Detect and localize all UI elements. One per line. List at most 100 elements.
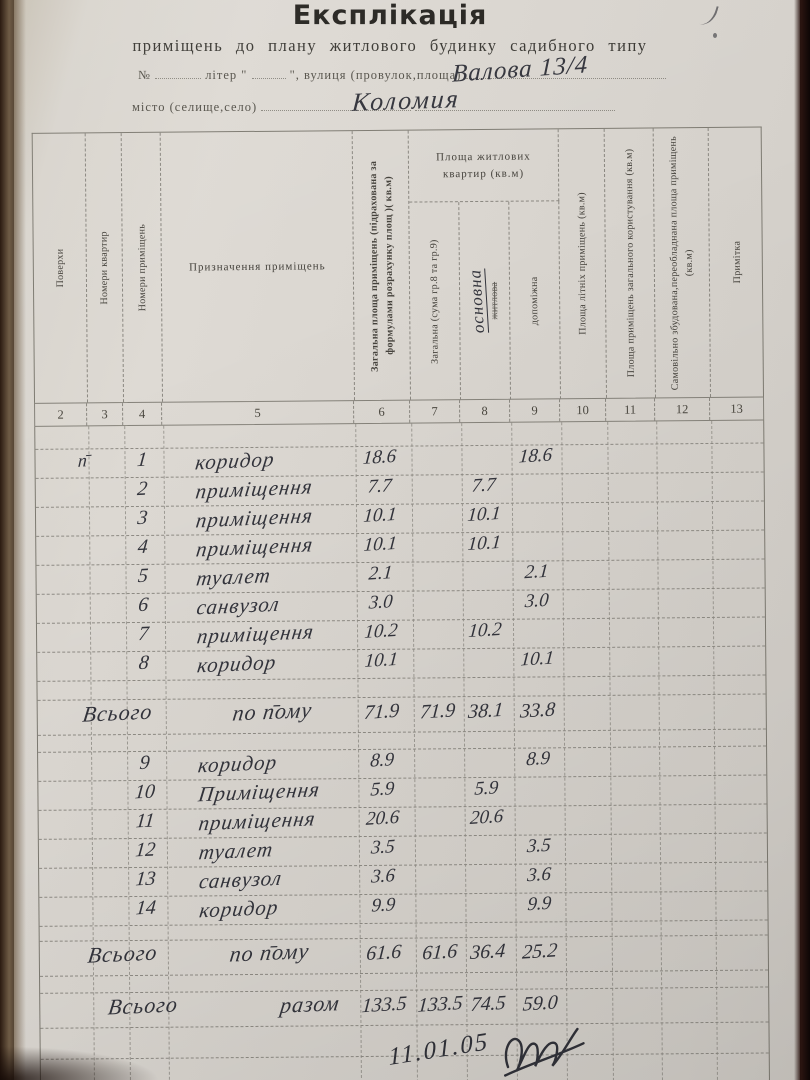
total-label-scope: по п̄ому	[228, 938, 311, 967]
auxiliary-area-value: 3.5	[526, 834, 552, 858]
page-subtitle: приміщень до плану житлового будинку сад…	[132, 36, 648, 55]
header-cell-common-area: Площа приміщень загального користування …	[604, 128, 656, 398]
auxiliary-area-value: 25.2	[521, 938, 559, 964]
auxiliary-area-value: 9.9	[526, 892, 553, 916]
living-area-value: 20.6	[469, 805, 505, 830]
auxiliary-area-value: 3.0	[524, 589, 550, 613]
page-title: Експлікація	[292, 0, 488, 31]
header-cell-total-sum: Загальна (сума гр.8 та гр.9)	[409, 202, 462, 401]
total-area-value: 10.1	[363, 648, 399, 672]
blank-line	[155, 66, 202, 79]
header-common-area-label: Площа приміщень загального користування …	[623, 148, 637, 378]
number-label: №	[138, 68, 151, 82]
explication-table: Поверхи Номери квартир Номери приміщень …	[31, 126, 771, 1080]
col-number: 11	[606, 398, 656, 421]
room-number: 13	[134, 866, 157, 890]
living-area-value: 36.4	[469, 939, 507, 964]
auxiliary-area-value: 2.1	[523, 560, 550, 584]
col-number: 5	[162, 401, 355, 425]
room-number: 3	[136, 506, 149, 529]
header-cell-apartment-numbers: Номери квартир	[85, 133, 125, 403]
photo-edge-left	[0, 0, 26, 1080]
room-number: 6	[137, 593, 150, 616]
photo-corner-shadow	[0, 1046, 160, 1080]
header-summer-area-label: Площа літніх приміщень (кв.м)	[576, 192, 589, 336]
header-cell-summer-area: Площа літніх приміщень (кв.м)	[558, 128, 607, 399]
header-living-handwritten-correction: основна	[465, 268, 489, 334]
header-apartment-numbers-label: Номери квартир	[98, 231, 111, 305]
auxiliary-area-value: 3.6	[526, 863, 552, 887]
col-number: 2	[35, 403, 88, 426]
auxiliary-area-value: 59.0	[521, 990, 559, 1016]
blank-line	[251, 66, 286, 79]
room-number: 1	[136, 448, 149, 471]
total-label: Всього	[106, 991, 180, 1020]
col-number: 6	[354, 400, 411, 424]
total-label: Всього	[86, 939, 160, 968]
room-number: 7	[137, 622, 150, 645]
header-cell-unauthorized-area: Самовільно збудована,переобладнана площа…	[653, 127, 711, 398]
room-number: 9	[138, 751, 151, 774]
auxiliary-area-value: 18.6	[518, 444, 553, 468]
address-line-street: № літер " ", вулиця (провулок,площа)	[138, 66, 666, 83]
liter-label: літер "	[205, 68, 248, 82]
header-group-label: Площа житлових квартир (кв.м)	[436, 150, 531, 180]
header-auxiliary-label: допоміжна	[528, 276, 541, 325]
col-number: 3	[87, 403, 124, 426]
header-total-sum-label: Загальна (сума гр.8 та гр.9)	[428, 239, 441, 364]
total-area-value: 71.9	[363, 699, 401, 724]
total-area-value: 133.5	[360, 991, 408, 1017]
city-handwritten-value: Коломия	[351, 84, 462, 117]
total-area-value: 61.6	[365, 940, 403, 965]
header-purpose-label: Призначення приміщень	[189, 259, 326, 274]
total-label: Всього	[81, 698, 155, 727]
table-header: Поверхи Номери квартир Номери приміщень …	[31, 126, 764, 403]
auxiliary-area-value: 33.8	[519, 697, 557, 723]
header-cell-total-area: Загальна площа приміщень (підрахована за…	[352, 130, 412, 401]
photo-edge-right	[794, 0, 810, 1080]
total-area-value: 9.9	[370, 894, 397, 917]
blank-line	[261, 98, 412, 111]
header-note-label: Примітка	[731, 240, 743, 284]
living-area-value: 38.1	[467, 698, 505, 723]
col-number: 4	[123, 402, 163, 426]
pen-stray-dot	[713, 33, 717, 38]
room-number: 11	[134, 808, 156, 832]
total-label-scope: разом	[278, 990, 342, 1018]
living-area-value: 5.9	[473, 777, 500, 800]
city-label: місто (селище,село)	[132, 100, 258, 114]
blank-line	[465, 66, 666, 79]
header-room-numbers-label: Номери приміщень	[135, 223, 148, 312]
paper-sheet	[14, 0, 800, 1080]
header-group-living-area: Площа житлових квартир (кв.м)	[408, 129, 560, 203]
header-cell-purpose: Призначення приміщень	[160, 131, 356, 402]
header-cell-auxiliary: допоміжна	[509, 201, 562, 400]
col-number: 10	[560, 398, 607, 422]
col-number: 9	[510, 399, 561, 422]
header-floors-label: Поверхи	[54, 248, 66, 288]
blank-line	[415, 98, 616, 111]
col-number: 8	[460, 399, 511, 423]
room-number: 8	[137, 651, 150, 674]
living-area-value: 10.1	[466, 502, 502, 527]
header-living-printed-label: житлова	[488, 282, 501, 320]
header-cell-living: основна житлова	[459, 201, 512, 401]
living-area-value: 10.2	[467, 618, 503, 643]
room-number: 5	[137, 564, 150, 587]
header-total-area-label: Загальна площа приміщень (підрахована за…	[367, 159, 396, 371]
header-unauthorized-area-label: Самовільно збудована,переобладнана площа…	[667, 135, 695, 390]
living-area-value: 74.5	[469, 991, 507, 1016]
auxiliary-area-value: 8.9	[525, 747, 551, 771]
col-number: 7	[410, 400, 461, 423]
col-number: 13	[730, 401, 743, 416]
address-line-city: місто (селище,село)	[132, 98, 616, 115]
header-cell-room-numbers: Номери приміщень	[121, 132, 164, 403]
floor-value: п̄	[77, 449, 88, 471]
auxiliary-area-value: 10.1	[519, 647, 555, 671]
table-body: п̄ 1 коридор 18.6 18.6 2 приміщення 7.7 …	[34, 420, 771, 1080]
living-area-value: 7.7	[471, 474, 497, 497]
signature-scribble	[503, 1027, 585, 1077]
room-number: 12	[134, 837, 157, 861]
room-number: 10	[133, 779, 157, 803]
